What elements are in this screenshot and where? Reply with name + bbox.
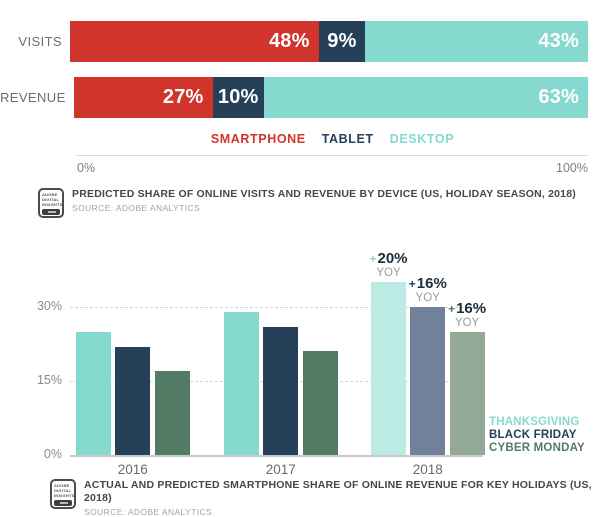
bar-2017-cyber-monday [302,351,338,455]
legend-item-tablet: TABLET [321,132,374,146]
adi-logo-line: ADOBE [54,483,70,488]
annotation-sub: YOY [376,267,401,280]
y-tick-30%: 30% [36,299,62,314]
x-tick-2017: 2017 [265,462,296,477]
adobe-digital-insights-logo-icon: ADOBE DIGITAL INSIGHTS [38,188,64,218]
bar-2018-cyber-monday [449,331,485,455]
gridline-30% [70,307,483,309]
bar-2016-black-friday [115,346,151,455]
segment-tablet: 10% [212,77,264,118]
segment-tablet: 9% [318,21,366,62]
chart-source: SOURCE: ADOBE ANALYTICS [72,203,201,213]
annotation-cyber-monday: +16% YOY [439,299,495,330]
x-tick-min: 0% [77,161,96,175]
legend-item-cyber-monday: CYBER MONDAY [489,442,585,454]
bar-2017-thanksgiving [224,312,259,455]
annotation-sub: YOY [454,316,480,329]
adi-logo-line: INSIGHTS [42,202,63,207]
stacked-bar-revenue: 27% 10% 63% [73,77,588,118]
chart-title: ACTUAL AND PREDICTED SMARTPHONE SHARE OF… [84,479,592,504]
bar-2018-thanksgiving [371,282,406,455]
adi-logo-line: INSIGHTS [54,493,75,498]
device-share-chart: VISITS 48% 9% 43% REVENUE 27% 10% 63% SMARTPHON… [0,0,600,245]
bar-2018-black-friday [410,307,446,455]
category-label-visits: VISITS [18,34,62,49]
segment-smartphone: 48% [70,21,319,62]
adi-logo-bar [42,209,60,215]
bottom-chart-caption: ADOBE DIGITAL INSIGHTS ACTUAL AND PREDIC… [50,479,592,517]
adi-logo-bar [54,500,72,506]
annotation-value: +20% [369,250,408,268]
segment-value: 48% [268,30,310,52]
bar-2016-thanksgiving [76,331,111,455]
stacked-row-revenue: REVENUE 27% 10% 63% [0,77,600,118]
annotation-black-friday: +16% YOY [400,276,456,305]
x-tick-2016: 2016 [117,462,148,477]
segment-smartphone: 27% [73,77,213,118]
annotation-value: +16% [408,275,447,293]
bottom-legend: THANKSGIVING BLACK FRIDAY CYBER MONDAY [489,416,585,455]
bar-2016-cyber-monday [154,371,190,455]
holiday-revenue-chart: 0% 15% 30% 2016 2017 2018 +20% YOY +16% YOY +16% YO… [0,245,600,479]
stacked-row-visits: VISITS 48% 9% 43% [0,21,600,62]
segment-desktop: 43% [365,21,588,62]
segment-value: 43% [538,30,579,52]
chart-title: PREDICTED SHARE OF ONLINE VISITS AND REV… [72,188,576,200]
chart-source: SOURCE: ADOBE ANALYTICS [84,507,213,517]
top-chart-caption: ADOBE DIGITAL INSIGHTS PREDICTED SHARE O… [38,188,592,218]
y-tick-15%: 15% [36,373,62,388]
segment-value: 27% [162,86,204,108]
adi-logo-line: DIGITAL [54,488,72,493]
annotation-thanksgiving: +20% YOY [361,251,417,280]
legend-item-black-friday: BLACK FRIDAY [489,429,577,441]
segment-value: 63% [538,86,579,108]
category-label-revenue: REVENUE [0,90,66,105]
top-legend: SMARTPHONE TABLET DESKTOP [77,132,588,146]
legend-item-thanksgiving: THANKSGIVING [489,416,580,428]
bar-2017-black-friday [263,326,299,455]
stacked-bar-visits: 48% 9% 43% [70,21,588,62]
legend-item-smartphone: SMARTPHONE [210,132,306,146]
x-axis-baseline [70,455,483,457]
x-tick-max: 100% [556,161,588,175]
annotation-sub: YOY [415,292,440,305]
x-tick-2018: 2018 [412,462,443,477]
adobe-digital-insights-logo-icon: ADOBE DIGITAL INSIGHTS [50,479,76,509]
adi-logo-line: DIGITAL [42,197,60,202]
adi-logo-line: ADOBE [42,192,58,197]
y-tick-0%: 0% [43,447,62,461]
segment-value: 9% [327,30,357,52]
x-axis-line [77,155,588,156]
legend-item-desktop: DESKTOP [389,132,455,146]
segment-desktop: 63% [263,77,588,118]
annotation-value: +16% [448,299,487,317]
segment-value: 10% [217,86,259,108]
